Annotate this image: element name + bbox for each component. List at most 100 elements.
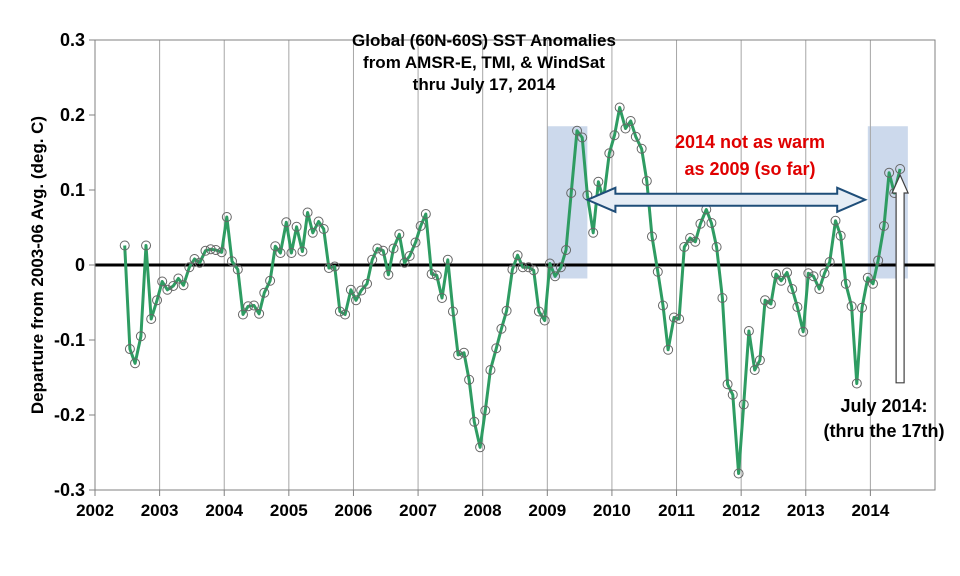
data-point: [706, 218, 717, 228]
data-point: [248, 300, 259, 311]
data-point: [636, 143, 647, 154]
data-point: [657, 300, 668, 311]
data-point: [717, 293, 728, 303]
x-tick-label-2007: 2007: [399, 501, 437, 520]
data-point: [464, 374, 475, 385]
data-point: [798, 326, 809, 337]
data-point: [297, 246, 308, 257]
data-point: [184, 262, 195, 273]
data-point: [824, 257, 835, 267]
data-point: [367, 254, 378, 265]
data-point: [141, 240, 152, 251]
data-point: [517, 262, 528, 273]
data-point: [727, 389, 738, 400]
x-tick-label-2002: 2002: [76, 501, 114, 520]
x-tick-label-2005: 2005: [270, 501, 308, 520]
y-axis-ticks: -0.3 -0.2 -0.1 0 0.1 0.2 0.3: [54, 30, 95, 500]
data-point: [851, 378, 862, 389]
data-point: [189, 254, 200, 264]
data-point: [668, 312, 679, 323]
data-point: [124, 344, 135, 354]
highlight-region-1: [547, 126, 588, 279]
data-point: [130, 358, 141, 369]
data-point: [814, 284, 825, 294]
data-point: [577, 132, 588, 143]
y-tick-label-6: 0.3: [60, 30, 85, 50]
data-point: [383, 269, 394, 280]
data-point: [533, 306, 544, 317]
data-point: [856, 302, 867, 313]
data-point: [679, 242, 690, 252]
data-point: [760, 295, 771, 306]
data-point: [453, 350, 464, 360]
data-point: [895, 164, 906, 174]
data-point: [345, 284, 356, 295]
data-point: [685, 233, 696, 243]
x-axis-ticks: 2002 2003 2004 2005 2006 2007 2008 2009 2010 2011…: [76, 490, 890, 520]
data-point: [819, 268, 830, 279]
data-point: [544, 258, 555, 269]
annotation-arrows: [584, 173, 910, 384]
data-point: [119, 240, 130, 251]
data-point: [302, 207, 313, 218]
data-point: [394, 229, 405, 240]
data-point: [754, 355, 765, 366]
x-tick-label-2012: 2012: [722, 501, 760, 520]
data-point: [840, 278, 851, 289]
x-tick-label-2004: 2004: [205, 501, 243, 520]
data-point: [792, 302, 803, 312]
data-point: [404, 251, 415, 261]
data-point: [205, 244, 216, 255]
data-point: [469, 416, 480, 427]
data-point: [867, 278, 878, 289]
data-point: [399, 257, 410, 268]
july-2014-arrow: [891, 173, 910, 384]
series-line-1: [123, 106, 902, 475]
x-tick-label-2008: 2008: [464, 501, 502, 520]
data-point: [157, 276, 168, 287]
data-point: [561, 245, 572, 255]
x-tick-label-2009: 2009: [528, 501, 566, 520]
data-point: [663, 344, 674, 355]
title-line-2: from AMSR-E, TMI, & WindSat: [363, 53, 605, 72]
month-annotation: July 2014: (thru the 17th): [824, 396, 945, 441]
data-point: [846, 301, 857, 312]
data-point: [275, 248, 286, 258]
data-point: [281, 217, 292, 228]
data-point: [835, 230, 846, 241]
x-tick-label-2014: 2014: [851, 501, 889, 520]
data-point: [878, 221, 889, 231]
data-point: [539, 315, 550, 326]
data-point: [420, 209, 431, 219]
data-point: [862, 272, 873, 283]
data-point: [593, 176, 604, 187]
data-point: [162, 284, 173, 295]
data-point: [410, 237, 421, 248]
title-line-1: Global (60N-60S) SST Anomalies: [352, 31, 616, 50]
data-point: [604, 148, 615, 159]
data-point: [528, 265, 539, 276]
y-tick-label-4: 0.1: [60, 180, 85, 200]
data-point: [388, 243, 399, 254]
data-point: [588, 227, 599, 238]
month-line-2: (thru the 17th): [824, 421, 945, 441]
comparison-line-2: as 2009 (so far): [684, 159, 815, 179]
data-point: [485, 365, 496, 375]
data-point: [318, 224, 329, 234]
data-point: [749, 365, 760, 375]
data-point: [442, 254, 453, 265]
y-tick-label-0: -0.3: [54, 480, 85, 500]
data-point: [765, 299, 776, 309]
data-point: [803, 268, 814, 279]
data-point: [265, 275, 276, 286]
data-point: [232, 264, 243, 275]
data-point: [722, 379, 733, 390]
data-point: [646, 231, 657, 242]
data-point: [362, 278, 373, 289]
data-point: [652, 266, 663, 277]
title-line-3: thru July 17, 2014: [413, 75, 556, 94]
data-point: [152, 295, 163, 306]
data-point: [226, 256, 237, 267]
data-point: [243, 301, 254, 312]
